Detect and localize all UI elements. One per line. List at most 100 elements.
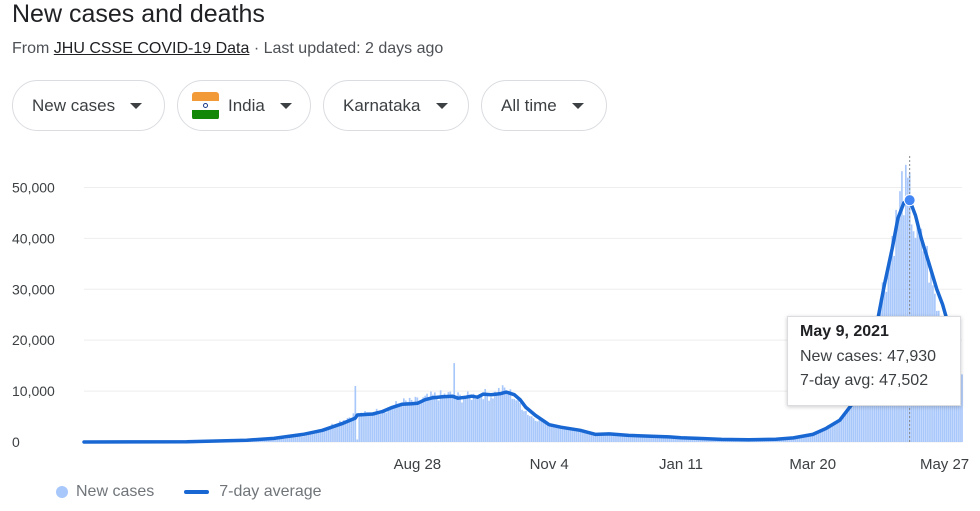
bar (362, 415, 364, 442)
bar (689, 438, 692, 442)
bar (366, 412, 368, 442)
bar (263, 440, 266, 442)
bar (379, 414, 382, 442)
bar (505, 390, 508, 442)
bar (862, 380, 864, 442)
bar (575, 431, 578, 442)
bar (625, 434, 628, 442)
bar (515, 400, 518, 442)
bar (906, 177, 909, 442)
bar (476, 398, 479, 442)
bar (604, 434, 607, 442)
bar (823, 428, 826, 442)
bar (340, 422, 343, 442)
bar (371, 413, 374, 442)
country-dropdown[interactable]: India (177, 80, 311, 131)
bar (410, 399, 413, 442)
source-link[interactable]: JHU CSSE COVID-19 Data (53, 40, 250, 57)
bar (856, 394, 859, 442)
bar (397, 403, 399, 442)
bar (486, 394, 488, 442)
legend-bars-label: New cases (76, 483, 155, 500)
y-tick-label: 20,000 (12, 332, 55, 348)
bar (298, 435, 300, 442)
bar (513, 399, 516, 442)
bar (792, 437, 795, 442)
region-dropdown[interactable]: Karnataka (323, 80, 469, 131)
bar (614, 433, 616, 442)
bar (563, 427, 566, 442)
bar (275, 439, 277, 442)
bar (509, 389, 512, 442)
bar (478, 394, 481, 442)
bar (534, 420, 537, 442)
bar (556, 427, 558, 442)
bar (841, 418, 843, 442)
bar (323, 429, 326, 442)
bar (804, 436, 806, 442)
bar (620, 434, 622, 442)
metric-dropdown[interactable]: New cases (12, 80, 165, 131)
bar (389, 407, 392, 442)
bar (418, 401, 421, 442)
bar (583, 432, 585, 442)
bar (819, 430, 822, 442)
chevron-down-icon (435, 102, 448, 109)
legend-line-swatch (184, 490, 210, 494)
bar (490, 397, 492, 442)
x-tick-label: Nov 4 (530, 456, 569, 473)
bar (703, 439, 706, 442)
bar (257, 440, 260, 442)
tooltip-seven-day-avg: 7-day avg: 47,502 (800, 372, 929, 389)
bar (653, 436, 655, 442)
bar (961, 374, 963, 442)
bar (521, 409, 523, 442)
bar (813, 433, 816, 442)
bar (666, 436, 669, 442)
time-range-dropdown[interactable]: All time (481, 80, 607, 131)
cases-chart[interactable]: 0 10,000 20,000 30,000 40,000 50,000 Aug 28 Nov… (0, 0, 980, 480)
bar (466, 391, 469, 442)
bar (957, 376, 959, 442)
bar (786, 438, 789, 442)
bar (445, 396, 448, 442)
bar (561, 429, 564, 442)
bar (449, 391, 452, 442)
bar (701, 438, 704, 442)
bar (296, 437, 299, 442)
bar (453, 363, 456, 442)
highlighted-point (903, 194, 916, 207)
bar (908, 172, 911, 442)
bar (494, 391, 496, 442)
bar (687, 437, 690, 442)
bar (309, 432, 312, 442)
bar (428, 396, 430, 442)
bar (455, 396, 457, 442)
bar (280, 438, 283, 442)
bar (391, 407, 393, 442)
bar (393, 405, 395, 442)
bar (507, 393, 510, 442)
seven-day-average-line (82, 198, 951, 444)
bar (437, 400, 440, 442)
bar (433, 392, 436, 442)
bar (373, 415, 376, 442)
bar (691, 438, 694, 442)
y-tick-label: 10,000 (12, 383, 55, 399)
bar (265, 440, 268, 442)
bar (300, 436, 302, 442)
bar (525, 410, 527, 442)
bar (339, 420, 341, 442)
bar (612, 433, 614, 442)
bar (585, 431, 587, 442)
bar (596, 433, 599, 442)
bar (839, 417, 841, 442)
bar (364, 411, 366, 442)
bar (825, 427, 828, 442)
bar (356, 439, 359, 442)
bar (488, 400, 490, 442)
bar (401, 405, 403, 442)
bar (610, 433, 613, 442)
bar (402, 398, 405, 442)
bar (443, 393, 446, 442)
